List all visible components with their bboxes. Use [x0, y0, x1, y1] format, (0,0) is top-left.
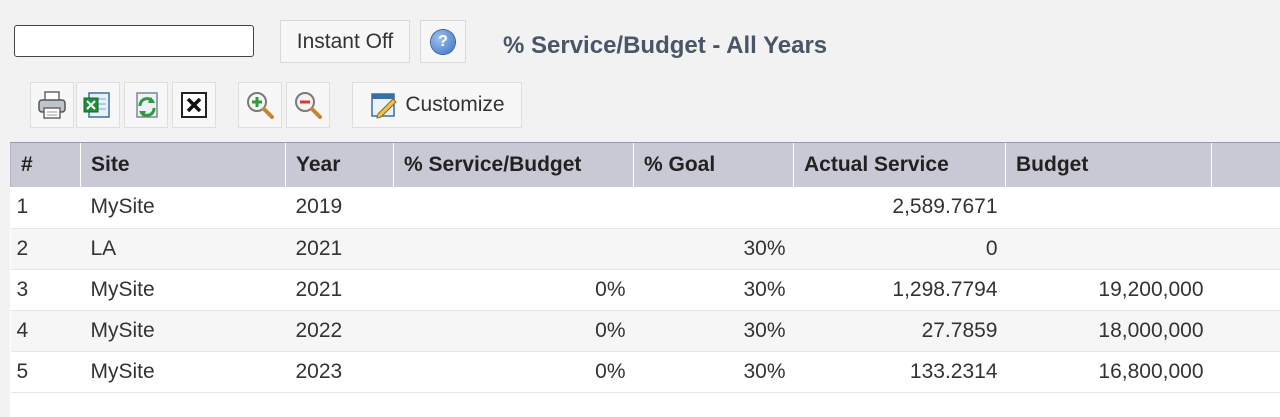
cell-site: MySite	[80, 187, 286, 229]
column-header-filler	[1211, 143, 1280, 187]
cell-site: LA	[80, 228, 286, 270]
cell-number: 5	[10, 351, 81, 393]
cell-budget: 18,000,000	[1005, 310, 1212, 352]
printer-icon	[38, 91, 66, 119]
search-input[interactable]	[14, 25, 254, 57]
header-row: # Site Year % Service/Budget % Goal Actu…	[10, 143, 1280, 187]
table-row[interactable]: 4 MySite 2022 0% 30% 27.7859 18,000,000	[10, 310, 1280, 352]
cell-budget	[1005, 228, 1212, 270]
help-button[interactable]: ?	[420, 20, 466, 63]
toolbar: Customize	[0, 82, 1280, 130]
column-header-service-budget[interactable]: % Service/Budget	[393, 143, 634, 187]
column-header-actual-service[interactable]: Actual Service	[793, 143, 1006, 187]
cell-number: 4	[10, 310, 81, 352]
cell-goal	[633, 187, 794, 229]
clear-button[interactable]	[172, 82, 216, 128]
table-row[interactable]: 3 MySite 2021 0% 30% 1,298.7794 19,200,0…	[10, 269, 1280, 311]
cell-goal: 30%	[633, 351, 794, 393]
cell-service-budget: 0%	[393, 351, 634, 393]
column-header-site[interactable]: Site	[80, 143, 286, 187]
column-header-year[interactable]: Year	[285, 143, 394, 187]
customize-button[interactable]: Customize	[352, 82, 522, 128]
cell-goal: 30%	[633, 310, 794, 352]
zoom-in-button[interactable]	[238, 82, 282, 128]
cell-budget	[1005, 187, 1212, 229]
cell-service-budget: 0%	[393, 269, 634, 311]
zoom-in-icon	[247, 92, 274, 119]
cell-actual-service: 133.2314	[793, 351, 1006, 393]
cell-actual-service: 1,298.7794	[793, 269, 1006, 311]
cell-goal: 30%	[633, 269, 794, 311]
cell-actual-service: 0	[793, 228, 1006, 270]
cell-year: 2021	[285, 269, 394, 311]
cell-actual-service: 27.7859	[793, 310, 1006, 352]
excel-export-icon	[83, 92, 110, 118]
column-header-budget[interactable]: Budget	[1005, 143, 1212, 187]
zoom-out-icon	[295, 92, 322, 119]
refresh-button[interactable]	[124, 82, 168, 128]
instant-toggle-button[interactable]: Instant Off	[280, 20, 410, 63]
cell-filler	[1211, 310, 1280, 352]
cell-year: 2022	[285, 310, 394, 352]
table-row[interactable]: 1 MySite 2019 2,589.7671	[10, 187, 1280, 229]
cell-number: 3	[10, 269, 81, 311]
refresh-icon	[136, 92, 158, 118]
cell-number: 1	[10, 187, 81, 229]
zoom-out-button[interactable]	[286, 82, 330, 128]
column-header-goal[interactable]: % Goal	[633, 143, 794, 187]
cell-filler	[1211, 269, 1280, 311]
cell-service-budget	[393, 187, 634, 229]
cell-budget: 16,800,000	[1005, 351, 1212, 393]
customize-icon	[371, 93, 398, 119]
cell-site: MySite	[80, 269, 286, 311]
cell-budget: 19,200,000	[1005, 269, 1212, 311]
table-row[interactable]: 2 LA 2021 30% 0	[10, 228, 1280, 270]
page-title: % Service/Budget - All Years	[503, 32, 828, 59]
customize-label: Customize	[405, 93, 505, 116]
cell-service-budget	[393, 228, 634, 270]
top-bar: Instant Off ? % Service/Budget - All Yea…	[0, 0, 1280, 80]
help-icon: ?	[431, 29, 455, 54]
cell-year: 2023	[285, 351, 394, 393]
cell-number: 2	[10, 228, 81, 270]
cell-year: 2021	[285, 228, 394, 270]
cell-site: MySite	[80, 310, 286, 352]
cell-filler	[1211, 187, 1280, 229]
cell-actual-service: 2,589.7671	[793, 187, 1006, 229]
close-box-icon	[181, 92, 207, 118]
cell-site: MySite	[80, 351, 286, 393]
instant-toggle-label: Instant Off	[296, 29, 394, 53]
cell-goal: 30%	[633, 228, 794, 270]
cell-service-budget: 0%	[393, 310, 634, 352]
data-grid: # Site Year % Service/Budget % Goal Actu…	[10, 142, 1280, 417]
table-row[interactable]: 5 MySite 2023 0% 30% 133.2314 16,800,000	[10, 351, 1280, 393]
report-table: # Site Year % Service/Budget % Goal Actu…	[10, 143, 1280, 393]
cell-filler	[1211, 228, 1280, 270]
excel-export-button[interactable]	[76, 82, 120, 128]
column-header-number[interactable]: #	[10, 143, 81, 187]
cell-year: 2019	[285, 187, 394, 229]
print-button[interactable]	[30, 82, 74, 128]
cell-filler	[1211, 351, 1280, 393]
